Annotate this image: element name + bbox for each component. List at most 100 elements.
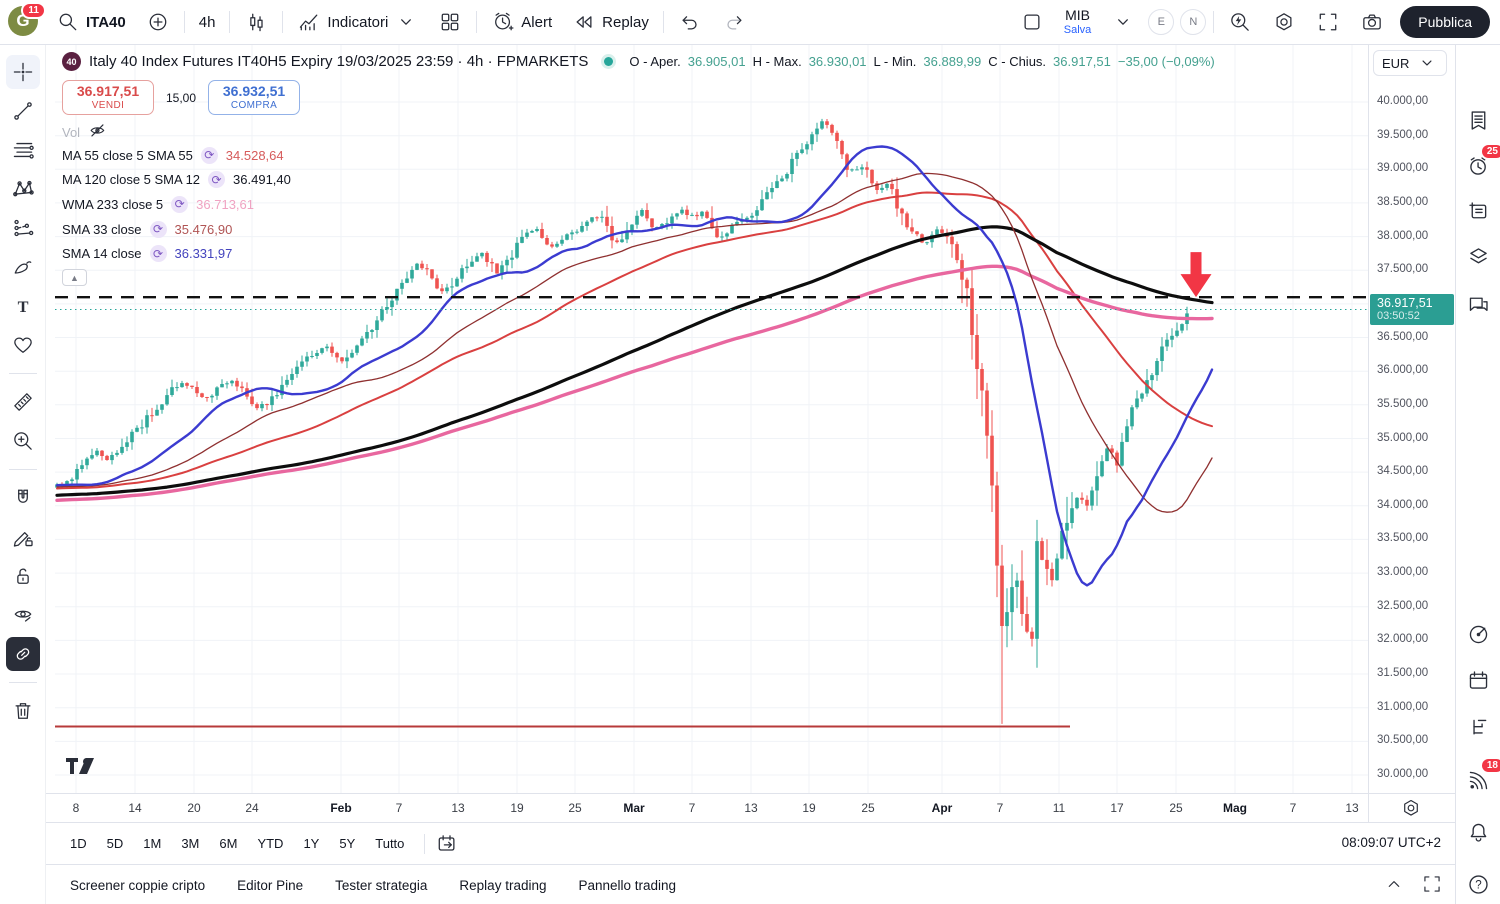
indicators-button[interactable]: Indicatori bbox=[287, 5, 428, 39]
legend-collapse-button[interactable]: ▲ bbox=[62, 269, 87, 286]
text-icon: T bbox=[11, 294, 35, 318]
range-1d[interactable]: 1D bbox=[60, 830, 97, 857]
layout-chevron[interactable] bbox=[1101, 5, 1145, 39]
collapse-panel-icon[interactable] bbox=[1383, 873, 1405, 895]
save-label: Salva bbox=[1063, 23, 1092, 36]
indicator-row[interactable]: MA 120 close 5 SMA 12 ⟳ 36.491,40 bbox=[62, 168, 291, 193]
sidebar-watchlist-button[interactable] bbox=[1461, 103, 1495, 137]
tool-prediction[interactable] bbox=[6, 211, 40, 245]
axis-settings-icon[interactable] bbox=[1400, 797, 1422, 819]
sidebar-layers-button[interactable] bbox=[1461, 239, 1495, 273]
time-tick: 19 bbox=[510, 801, 524, 815]
bottom-bar-icons bbox=[1383, 873, 1443, 895]
tool-magnet[interactable] bbox=[6, 481, 40, 515]
redo-button[interactable] bbox=[712, 5, 756, 39]
indicator-loading-icon[interactable]: ⟳ bbox=[171, 195, 189, 213]
tool-text[interactable]: T bbox=[6, 289, 40, 323]
time-tick: 11 bbox=[1052, 801, 1066, 815]
bottom-tab[interactable]: Editor Pine bbox=[237, 877, 304, 893]
range-1m[interactable]: 1M bbox=[133, 830, 171, 857]
badge-e[interactable]: E bbox=[1148, 9, 1175, 35]
indicator-row[interactable]: SMA 33 close ⟳ 35.476,90 bbox=[62, 217, 291, 242]
range-5d[interactable]: 5D bbox=[97, 830, 134, 857]
bottom-tab[interactable]: Screener coppie cripto bbox=[70, 877, 206, 893]
chart-style-button[interactable] bbox=[234, 5, 278, 39]
sidebar-hotlist-button[interactable] bbox=[1461, 617, 1495, 651]
range-6m[interactable]: 6M bbox=[209, 830, 247, 857]
settings-button[interactable] bbox=[1262, 5, 1306, 39]
indicator-row[interactable]: MA 55 close 5 SMA 55 ⟳ 34.528,64 bbox=[62, 143, 291, 168]
sidebar-object-tree-button[interactable] bbox=[1461, 711, 1495, 745]
alert-button[interactable]: Alert bbox=[481, 5, 562, 39]
tool-heart[interactable] bbox=[6, 328, 40, 362]
replay-button[interactable]: Replay bbox=[562, 5, 659, 39]
time-tick: 7 bbox=[996, 801, 1004, 815]
eye-slash-icon[interactable] bbox=[88, 121, 110, 143]
clock[interactable]: 08:09:07 UTC+2 bbox=[1341, 835, 1441, 850]
divider bbox=[424, 833, 426, 854]
chart-pane[interactable]: 40 Italy 40 Index Futures IT40H5 Expiry … bbox=[46, 45, 1455, 793]
indicator-templates-button[interactable] bbox=[428, 5, 472, 39]
indicator-loading-icon[interactable]: ⟳ bbox=[149, 245, 167, 263]
indicator-row[interactable]: SMA 14 close ⟳ 36.331,97 bbox=[62, 241, 291, 266]
symbol-title[interactable]: Italy 40 Index Futures IT40H5 Expiry 19/… bbox=[89, 53, 589, 70]
tool-trend-line[interactable] bbox=[6, 94, 40, 128]
market-status-dot[interactable] bbox=[604, 57, 614, 66]
quick-search-button[interactable] bbox=[1218, 5, 1262, 39]
sidebar-alerts-button[interactable]: 25 bbox=[1461, 143, 1500, 183]
sidebar-calendar-button[interactable] bbox=[1461, 663, 1495, 697]
badge-n[interactable]: N bbox=[1180, 9, 1207, 35]
volume-legend[interactable]: Vol bbox=[62, 121, 110, 143]
indicator-loading-icon[interactable]: ⟳ bbox=[208, 171, 226, 189]
tradingview-logo[interactable] bbox=[64, 754, 98, 783]
range-tutto[interactable]: Tutto bbox=[365, 830, 414, 857]
layout-select-button[interactable] bbox=[1010, 5, 1054, 39]
interval-button[interactable]: 4h bbox=[189, 5, 226, 39]
time-axis[interactable]: 8 14 20 24 Feb 7 13 19 25 Mar 7 13 19 25 Apr 7 11 17 25 Mag… bbox=[46, 793, 1455, 823]
chevron-down-icon bbox=[1111, 10, 1135, 34]
layers-icon bbox=[1466, 244, 1491, 269]
tool-zoom-in[interactable] bbox=[6, 424, 40, 458]
tool-fib-retracement[interactable] bbox=[6, 133, 40, 167]
tool-trash[interactable] bbox=[6, 694, 40, 728]
symbol-search[interactable]: ITA40 bbox=[46, 5, 136, 39]
low-label: L - Min. bbox=[873, 54, 917, 69]
tool-crosshair[interactable] bbox=[5, 55, 40, 89]
publish-button[interactable]: Pubblica bbox=[1400, 6, 1490, 38]
bottom-tab[interactable]: Replay trading bbox=[459, 877, 547, 893]
range-3m[interactable]: 3M bbox=[171, 830, 209, 857]
sidebar-notifications-button[interactable] bbox=[1461, 815, 1495, 849]
indicator-loading-icon[interactable]: ⟳ bbox=[200, 146, 218, 164]
tool-lock[interactable] bbox=[6, 559, 40, 593]
buy-button[interactable]: 36.932,51 COMPRA bbox=[208, 80, 301, 115]
sidebar-ideas-button[interactable] bbox=[1461, 194, 1495, 228]
range-5y[interactable]: 5Y bbox=[329, 830, 365, 857]
price-tick: 32.500,00 bbox=[1377, 599, 1429, 612]
maximize-panel-icon[interactable] bbox=[1421, 873, 1443, 895]
sidebar-streams-button[interactable]: 18 bbox=[1461, 757, 1500, 797]
price-axis[interactable]: EUR 36.917,51 03:50:52 40.000,00 39.500,0… bbox=[1368, 45, 1455, 793]
bottom-tab[interactable]: Tester strategia bbox=[335, 877, 428, 893]
tool-xabcd-pattern[interactable] bbox=[6, 172, 40, 206]
sidebar-help-button[interactable]: ? bbox=[1461, 867, 1495, 901]
tool-hide-drawings[interactable] bbox=[6, 598, 40, 632]
bottom-tab[interactable]: Pannello trading bbox=[578, 877, 677, 893]
currency-dropdown[interactable]: EUR bbox=[1373, 50, 1447, 76]
sidebar-chat-button[interactable] bbox=[1461, 287, 1495, 321]
compare-add-button[interactable] bbox=[136, 5, 180, 39]
indicator-row[interactable]: WMA 233 close 5 ⟳ 36.713,61 bbox=[62, 192, 291, 217]
tool-drawing-lock[interactable] bbox=[6, 520, 40, 554]
go-to-date-button[interactable] bbox=[435, 832, 459, 856]
range-1y[interactable]: 1Y bbox=[293, 830, 329, 857]
undo-button[interactable] bbox=[668, 5, 712, 39]
user-avatar[interactable]: G 11 bbox=[8, 2, 46, 38]
tool-ruler[interactable] bbox=[6, 385, 40, 419]
layout-name-button[interactable]: MIB Salva bbox=[1054, 5, 1102, 39]
tool-link[interactable] bbox=[5, 637, 40, 671]
range-ytd[interactable]: YTD bbox=[247, 830, 293, 857]
fullscreen-button[interactable] bbox=[1306, 5, 1350, 39]
tool-brush[interactable] bbox=[6, 250, 40, 284]
sell-button[interactable]: 36.917,51 VENDI bbox=[62, 80, 154, 115]
indicator-loading-icon[interactable]: ⟳ bbox=[149, 220, 167, 238]
snapshot-button[interactable] bbox=[1350, 5, 1394, 39]
